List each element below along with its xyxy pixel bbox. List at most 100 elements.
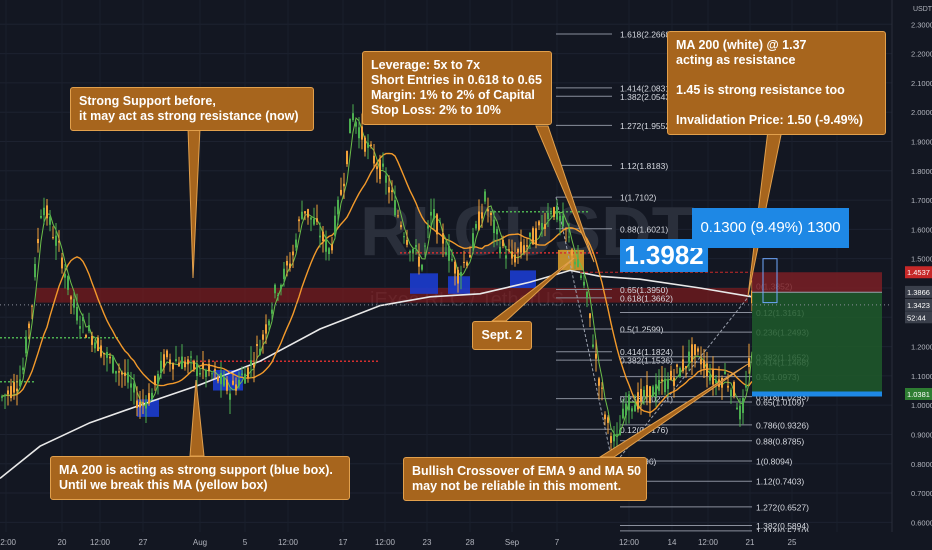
fib-lower-label: 0.414(1.1824) [620, 347, 673, 357]
time-tick: Sep [505, 538, 520, 547]
candle-body [211, 373, 213, 375]
candle [118, 363, 120, 386]
candle [355, 120, 357, 134]
candle [295, 233, 297, 251]
candle [562, 202, 564, 228]
candle-body [187, 359, 189, 365]
support-note-line-2: it may act as strong resistance (now) [79, 109, 299, 123]
candle-body [544, 224, 546, 229]
sept-note-label: Sept. 2 [481, 328, 523, 342]
candle-body [739, 405, 741, 420]
candle [187, 356, 189, 374]
ma200-support-note: MA 200 is acting as strong support (blue… [50, 456, 350, 500]
candle-body [445, 252, 447, 255]
candle-body [700, 359, 702, 365]
candle-body [577, 259, 579, 268]
ma200-note-line-4: 1.45 is strong resistance too [676, 83, 845, 97]
candle [445, 240, 447, 257]
target-zone [752, 292, 882, 394]
candle [244, 366, 246, 384]
time-tick: 12:00 [278, 538, 299, 547]
fib-lower-label: 1(1.7102) [620, 193, 657, 203]
candle [112, 355, 114, 374]
candle-body [274, 284, 276, 294]
candle [403, 232, 405, 244]
candle-body [628, 394, 630, 411]
candle-body [520, 241, 522, 253]
candle [448, 234, 450, 273]
candle-body [658, 380, 660, 391]
candle [49, 209, 51, 232]
candle-body [601, 387, 603, 389]
candle [430, 198, 432, 227]
time-tick: 7 [555, 538, 560, 547]
short-position-tool[interactable] [0, 258, 892, 397]
candle [76, 293, 78, 325]
price-tag-text: 1.0381 [907, 390, 930, 399]
candle-body [103, 352, 105, 355]
candle [643, 386, 645, 405]
candle [133, 374, 135, 405]
candle-body [412, 248, 414, 253]
candle-body [244, 373, 246, 384]
candle-body [181, 356, 183, 369]
candle [601, 382, 603, 401]
candle-body [250, 360, 252, 366]
candle [328, 246, 330, 261]
position-info-label[interactable]: 0.1300 (9.49%) 1300 [692, 208, 849, 248]
candle-body [385, 175, 387, 183]
candle [478, 199, 480, 231]
candle-body [727, 385, 729, 388]
candle-body [286, 261, 288, 266]
candle-body [436, 214, 438, 235]
candle [16, 374, 18, 406]
candle-body [19, 379, 21, 387]
candle-body [421, 264, 423, 270]
candle [457, 266, 459, 293]
candle-body [322, 231, 324, 241]
candle-body [193, 360, 195, 369]
candle [625, 392, 627, 425]
candle-body [163, 354, 165, 368]
candle [325, 230, 327, 261]
candle-body [580, 275, 582, 278]
candle-body [178, 362, 180, 367]
candle-body [508, 249, 510, 251]
candle [319, 222, 321, 248]
candle [268, 318, 270, 331]
candle [535, 221, 537, 249]
candle [379, 154, 381, 184]
candle-body [175, 359, 177, 362]
fib-upper-label: 1.12(0.7403) [756, 477, 804, 487]
candle-body [148, 393, 150, 404]
candle-body [208, 364, 210, 372]
candle-body [709, 375, 711, 381]
fib-lower-label: 1.618(2.2668) [620, 30, 673, 40]
measure-box [762, 258, 778, 304]
candle-body [679, 367, 681, 378]
candle-body [337, 199, 339, 215]
price-tick: 2.3000 [911, 20, 932, 29]
candle [397, 209, 399, 219]
candle [637, 382, 639, 413]
time-tick: 28 [466, 538, 475, 547]
candle [286, 255, 288, 277]
candle-body [388, 187, 390, 193]
price-tag: 1.3866 [905, 285, 932, 298]
time-tick: 12:00 [90, 538, 111, 547]
leverage-note-line-1: Leverage: 5x to 7x [371, 58, 481, 72]
candle [589, 313, 591, 328]
candle-body [403, 236, 405, 238]
candle-body [391, 190, 393, 193]
candle-body [394, 200, 396, 216]
candle-body [352, 113, 354, 121]
leverage-note-line-4: Stop Loss: 2% to 10% [371, 103, 501, 117]
candle [289, 252, 291, 272]
leverage-note-line-3: Margin: 1% to 2% of Capital [371, 88, 535, 102]
candle-body [748, 358, 750, 367]
candle [676, 363, 678, 374]
candle-body [136, 400, 138, 409]
candle-body [145, 401, 147, 409]
candle-body [16, 388, 18, 392]
